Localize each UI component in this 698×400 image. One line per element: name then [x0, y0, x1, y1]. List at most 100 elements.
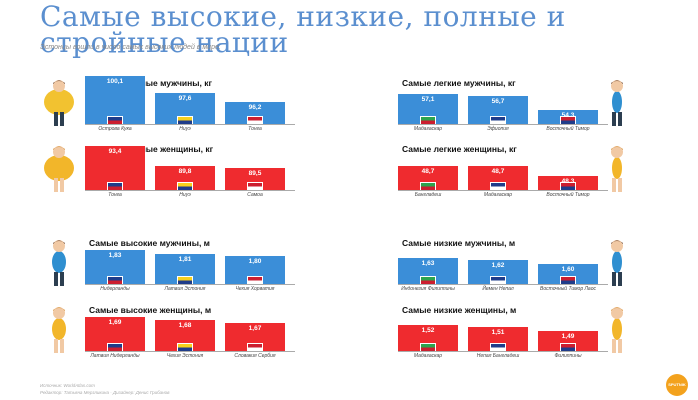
bar-value-label: 97,6	[178, 94, 192, 102]
bar-heavy-men-2: 96,2	[225, 102, 285, 125]
chart-baseline	[85, 124, 295, 125]
bar-light-men-1: 56,7	[468, 96, 528, 125]
thin-woman-illustration	[611, 146, 623, 192]
bar-value-label: 1,52	[421, 327, 435, 334]
country-label: Ниуэ	[179, 192, 191, 198]
country-label: Чехия Эстония	[166, 353, 204, 359]
chart-panel-heavy-women: Самые тяжелые женщины, кг 93,4 Тонга 89,8 Ни…	[44, 144, 335, 206]
bar-value-label: 48,3	[538, 178, 598, 185]
page-title: Самые высокие, низкие, полные и стройные…	[40, 0, 566, 59]
page-subtitle: Эстонцы вошли в число самых высоких люде…	[40, 44, 221, 51]
country-label: Самоа	[247, 192, 263, 198]
short-man-illustration	[611, 240, 623, 286]
bar-value-label: 54,3	[538, 112, 598, 119]
bar-value-label: 1,51	[491, 329, 505, 336]
country-label: Тонга	[248, 126, 262, 132]
chart-baseline	[85, 351, 295, 352]
chart-title: Самые тяжелые женщины, кг	[89, 144, 214, 154]
bar-value-label: 1,68	[178, 322, 192, 329]
bar-light-women-2: 48,3	[538, 176, 598, 191]
chart-panel-short-women: Самые низкие женщины, м 1,52 Мадагаскар 1,5…	[398, 305, 648, 367]
country-label: Йемен Непал	[482, 286, 514, 292]
bar-value-label: 96,2	[248, 104, 262, 111]
country-label: Ниуэ	[179, 126, 191, 132]
short-woman-illustration	[611, 307, 623, 353]
bar-light-men-0: 57,1	[398, 94, 458, 125]
bar-value-label: 1,69	[108, 319, 122, 326]
bar-value-label: 1,67	[248, 325, 262, 332]
country-label: Восточный Тимор Лаос	[539, 286, 596, 292]
bar-value-label: 1,63	[421, 260, 435, 267]
country-label: Чехия Хорватия	[235, 286, 275, 292]
bar-tall-women-0: 1,69	[85, 317, 145, 352]
bar-heavy-women-0: 93,4	[85, 146, 145, 191]
footer-credits: Редактор: Татьяна Мерзликина · Дизайнер:…	[40, 390, 170, 395]
bar-value-label: 89,5	[248, 170, 262, 177]
bar-short-men-1: 1,62	[468, 260, 528, 285]
bar-tall-men-2: 1,80	[225, 256, 285, 285]
bar-value-label: 56,7	[491, 98, 505, 106]
bar-tall-men-0: 1,83	[85, 250, 145, 285]
tall-woman-illustration	[52, 307, 66, 353]
bar-value-label: 89,8	[178, 168, 192, 176]
thin-man-illustration	[611, 80, 623, 126]
chart-panel-short-men: Самые низкие мужчины, м 1,63 Индонезия Фил…	[398, 238, 648, 300]
chart-baseline	[85, 284, 295, 285]
bar-value-label: 48,7	[421, 168, 435, 175]
bar-tall-women-2: 1,67	[225, 323, 285, 352]
country-label: Тонга	[108, 192, 122, 198]
chart-title: Самые высокие женщины, м	[89, 305, 212, 315]
sputnik-logo: SPUTNIK	[666, 374, 688, 396]
chart-baseline	[398, 190, 608, 191]
chart-title: Самые тяжелые мужчины, кг	[89, 78, 213, 88]
bar-value-label: 1,80	[248, 258, 262, 265]
chart-baseline	[398, 124, 608, 125]
chart-title: Самые высокие мужчины, м	[89, 238, 210, 248]
country-label: Индонезия Филиппины	[401, 286, 455, 292]
country-label: Мадагаскар	[413, 126, 443, 132]
bar-value-label: 100,1	[106, 78, 124, 85]
country-label: Мадагаскар	[413, 353, 443, 359]
chart-title: Самые легкие женщины, кг	[402, 144, 517, 154]
country-label: Острова Кука	[98, 126, 132, 132]
country-label: Мадагаскар	[483, 192, 513, 198]
bar-short-women-0: 1,52	[398, 325, 458, 352]
country-label: Словакия Сербия	[234, 353, 276, 359]
chart-baseline	[398, 351, 608, 352]
chart-panel-tall-women: Самые высокие женщины, м 1,69 Латвия Нидер…	[52, 305, 335, 367]
bar-value-label: 93,4	[108, 148, 122, 155]
chart-panel-light-men: Самые легкие мужчины, кг 57,1 Мадагаскар 56…	[398, 78, 648, 140]
bar-value-label: 1,62	[491, 262, 505, 269]
bar-light-men-2: 54,3	[538, 110, 598, 125]
bar-short-women-2: 1,49	[538, 331, 598, 352]
country-label: Бангладеш	[414, 192, 442, 198]
bar-heavy-women-1: 89,8	[155, 166, 215, 191]
bar-tall-women-1: 1,68	[155, 320, 215, 352]
chart-panel-heavy-men: Самые тяжелые мужчины, кг 100,1 Острова Ку…	[44, 76, 335, 140]
bar-value-label: 1,49	[561, 333, 575, 340]
bar-short-men-2: 1,60	[538, 264, 598, 285]
chart-panel-tall-men: Самые высокие мужчины, м 1,83 Нидерланды 1,…	[52, 238, 335, 300]
bar-value-label: 57,1	[421, 96, 435, 103]
chart-title: Самые низкие женщины, м	[402, 305, 517, 315]
bar-short-women-1: 1,51	[468, 327, 528, 352]
chart-title: Самые легкие мужчины, кг	[402, 78, 516, 88]
bar-value-label: 1,60	[561, 266, 575, 273]
country-label: Латвия Эстония	[164, 286, 206, 292]
bar-heavy-men-1: 97,6	[155, 92, 215, 125]
tall-man-illustration	[52, 240, 66, 286]
bar-value-label: 48,7	[491, 168, 505, 175]
bar-value-label: 1,81	[178, 256, 192, 263]
bar-light-women-1: 48,7	[468, 166, 528, 191]
bar-light-women-0: 48,7	[398, 166, 458, 191]
country-label: Нидерланды	[100, 286, 130, 292]
bar-short-men-0: 1,63	[398, 258, 458, 285]
country-label: Восточный Тимор	[546, 192, 590, 198]
country-label: Филиппины	[554, 353, 582, 359]
country-label: Непал Бангладеш	[476, 353, 520, 359]
bar-value-label: 1,83	[108, 252, 122, 259]
chart-panel-light-women: Самые легкие женщины, кг 48,7 Бангладеш 48,…	[398, 144, 648, 206]
chart-baseline	[398, 284, 608, 285]
heavy-man-illustration	[44, 80, 74, 126]
footer-sources: Источник: WorldAtlas.com	[40, 383, 95, 388]
